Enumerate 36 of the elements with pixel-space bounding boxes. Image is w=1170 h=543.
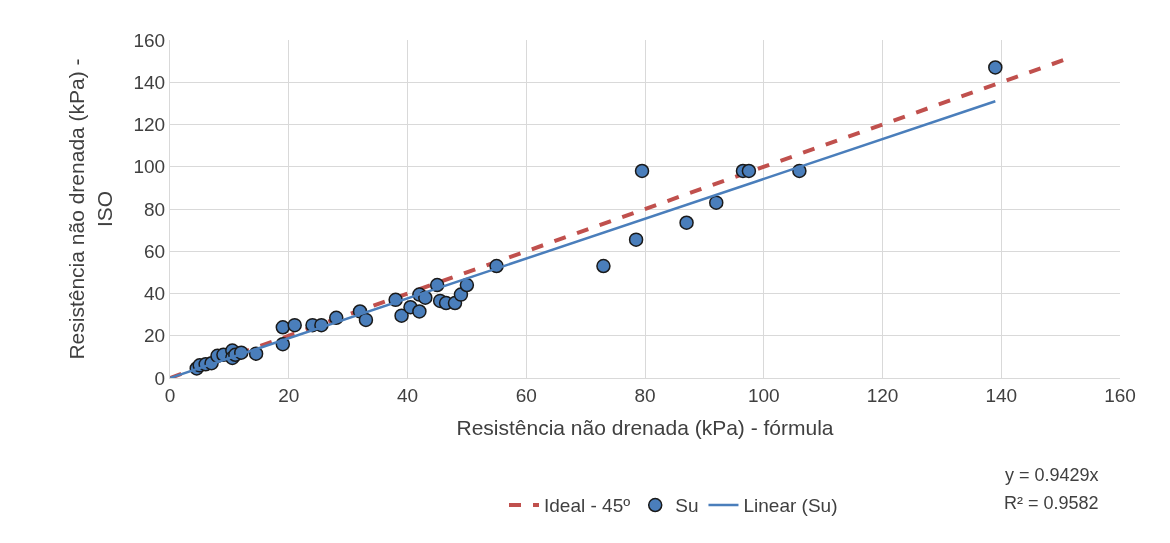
y-tick-label: 120	[133, 114, 166, 136]
text: y = 0.9429x	[1005, 465, 1099, 485]
point	[988, 60, 1003, 75]
x-tick-label: 20	[278, 384, 300, 406]
point	[275, 320, 291, 335]
point	[628, 232, 644, 247]
y-tick-label: 80	[144, 198, 166, 220]
point	[287, 317, 302, 333]
legend-label: Su	[675, 495, 699, 517]
point	[596, 258, 611, 274]
y-tick-label: 100	[133, 156, 166, 178]
x-tick-label: 120	[866, 384, 899, 406]
point	[412, 304, 427, 319]
x-axis-title: Resistência não drenada (kPa) - fórmula	[456, 416, 834, 439]
point	[358, 312, 374, 328]
x-tick-label: 60	[515, 384, 537, 406]
point	[679, 215, 694, 230]
point	[634, 163, 650, 179]
y-tick-label: 60	[144, 240, 166, 262]
y-tick-label: 160	[133, 29, 166, 51]
x-tick-label: 80	[634, 384, 656, 406]
point	[741, 163, 757, 179]
x-tick-label: 40	[396, 384, 419, 406]
legend-label: Ideal - 45º	[544, 495, 631, 517]
point	[394, 308, 409, 323]
text: R² = 0.9582	[1004, 493, 1099, 513]
y-tick-label: 140	[133, 71, 166, 93]
y-tick-label: 0	[154, 367, 166, 389]
y-axis-title: Resistência não drenada (kPa) - ISO	[65, 58, 116, 360]
x-tick-label: 140	[985, 384, 1018, 406]
legend-label: Linear (Su)	[743, 495, 838, 517]
y-tick-label: 20	[144, 325, 166, 347]
x-tick-label: 100	[747, 384, 780, 406]
y-tick-label: 40	[144, 283, 166, 305]
x-tick-label: 160	[1104, 384, 1136, 406]
point	[709, 195, 724, 210]
